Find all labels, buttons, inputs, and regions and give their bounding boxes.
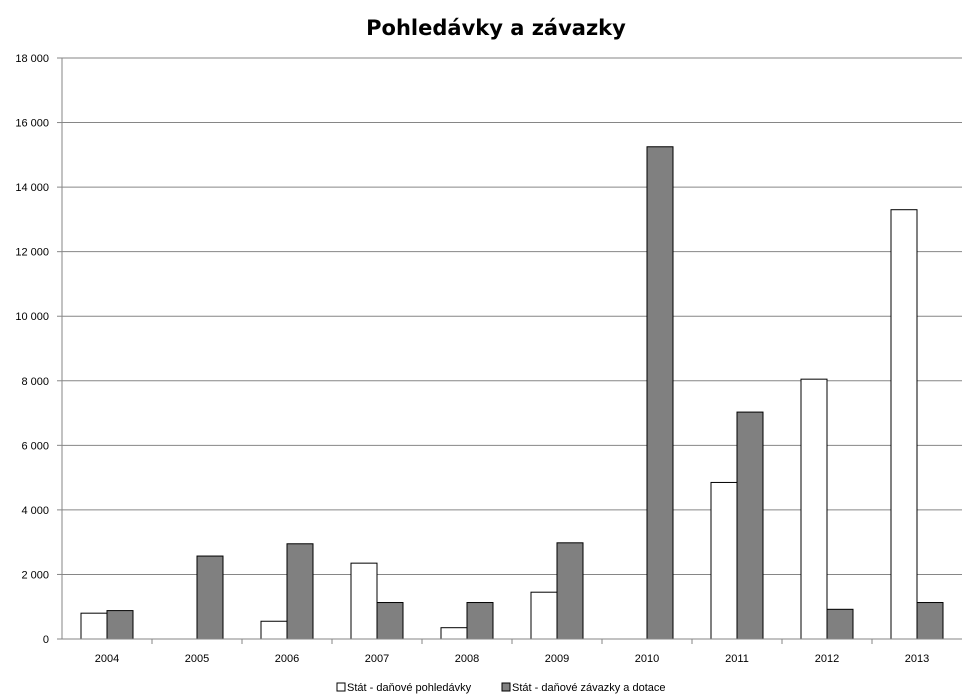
x-tick-label: 2005 [185,653,209,665]
y-tick-label: 4 000 [21,505,49,517]
y-axis-tick-labels: 0 2 000 4 000 6 000 8 000 10 000 12 000 14 000 1… [15,53,49,646]
y-tick-label: 6 000 [21,440,49,452]
x-tick-label: 2010 [635,653,659,665]
y-tick-label: 12 000 [15,247,49,259]
x-axis-tick-labels: 2004 2005 2006 2007 2008 2009 2010 2011 2012 2013 [95,639,929,665]
x-tick-label: 2009 [545,653,569,665]
bars [80,146,944,640]
x-tick-label: 2006 [275,653,299,665]
bar-pohledavky-2006 [260,620,288,640]
chart-title: Pohledávky a závazky [366,16,626,40]
legend-label-pohledavky: Stát - daňové pohledávky [347,682,472,694]
bar-zavazky-2008 [466,602,494,640]
x-tick-label: 2011 [725,653,749,665]
y-tick-label: 18 000 [15,53,49,65]
bar-pohledavky-2004 [80,612,108,640]
bar-zavazky-2010 [646,146,674,640]
bar-zavazky-2012 [826,608,854,640]
y-tick-label: 10 000 [15,311,49,323]
legend-label-zavazky: Stát - daňové závazky a dotace [512,682,665,694]
x-tick-label: 2004 [95,653,119,665]
bar-zavazky-2011 [736,411,764,640]
bar-pohledavky-2008 [440,627,468,640]
y-tick-label: 16 000 [15,118,49,130]
y-tick-label: 14 000 [15,182,49,194]
y-tick-label: 8 000 [21,376,49,388]
legend-swatch-pohledavky [336,682,346,692]
bar-pohledavky-2007 [350,562,378,640]
legend-swatch-zavazky [501,682,511,692]
y-tick-label: 0 [43,634,49,646]
y-tick-label: 2 000 [21,569,49,581]
bar-zavazky-2009 [556,542,584,640]
x-tick-label: 2013 [905,653,929,665]
bar-pohledavky-2012 [800,378,828,640]
x-tick-label: 2012 [815,653,839,665]
x-tick-label: 2007 [365,653,389,665]
bar-zavazky-2006 [286,543,314,640]
bar-zavazky-2004 [106,610,134,640]
bar-zavazky-2005 [196,555,224,640]
bar-pohledavky-2013 [890,209,918,640]
legend: Stát - daňové pohledávky Stát - daňové z… [336,682,665,694]
bar-zavazky-2007 [376,602,404,640]
x-tick-label: 2008 [455,653,479,665]
bar-pohledavky-2011 [710,481,738,640]
bar-zavazky-2013 [916,602,944,640]
bar-pohledavky-2009 [530,591,558,640]
